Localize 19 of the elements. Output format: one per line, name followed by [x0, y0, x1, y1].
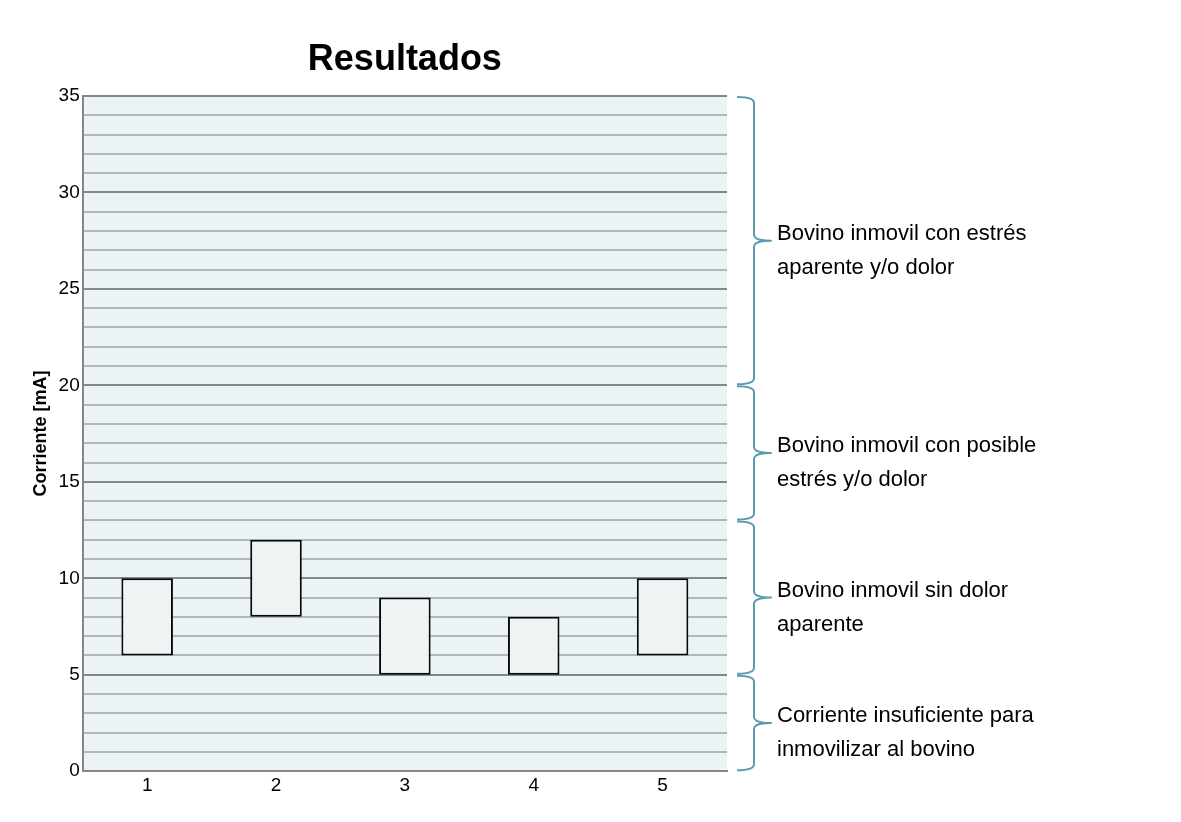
y-tick-label: 35: [58, 84, 80, 106]
y-tick-label: 5: [69, 662, 80, 684]
y-tick-label: 25: [58, 277, 80, 299]
band-label: Corriente insuficiente para inmovilizar al bovino: [777, 702, 1035, 762]
x-tick-label: 4: [528, 773, 540, 795]
x-tick-label: 5: [657, 773, 668, 795]
x-tick-label: 3: [399, 773, 411, 795]
y-tick-label: 30: [58, 180, 80, 202]
x-tick-label: 2: [270, 773, 282, 795]
y-tick-label: 15: [58, 470, 80, 492]
y-tick-label: 10: [58, 566, 80, 588]
y-tick-label: 0: [69, 759, 80, 781]
band-label: Bovino inmovil con estrés aparente y/o dolor: [777, 219, 1027, 279]
band-label: Bovino inmovil sin dolor aparente: [777, 576, 1009, 636]
y-tick-label: 20: [58, 373, 80, 395]
y-axis-title: Corriente [mA]: [29, 370, 50, 497]
chart-title: Resultados: [307, 36, 502, 78]
band-label: Bovino inmovil con posible estrés y/o dolor: [777, 431, 1037, 491]
x-tick-label: 1: [141, 773, 153, 795]
